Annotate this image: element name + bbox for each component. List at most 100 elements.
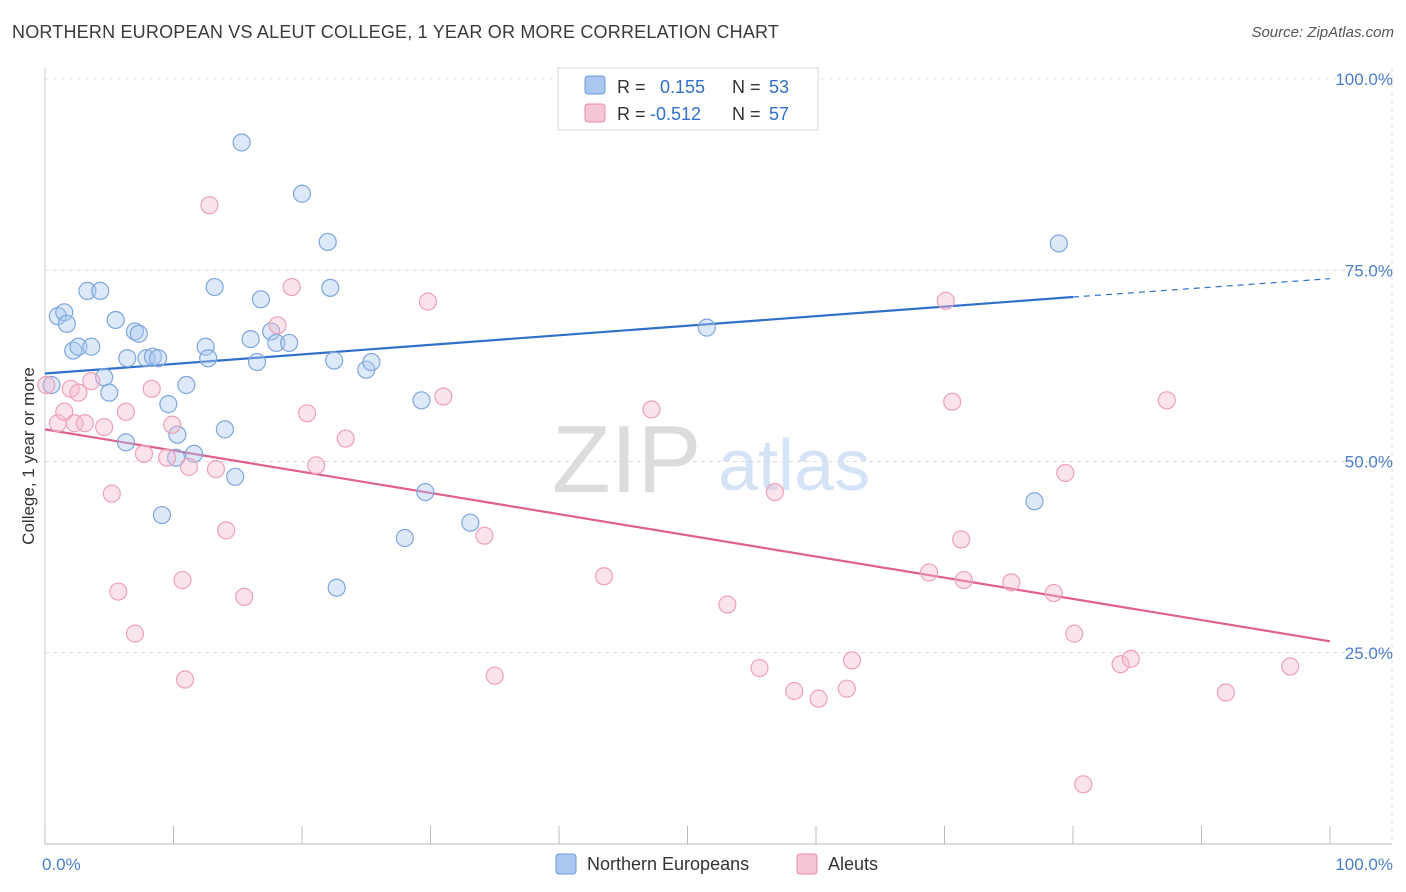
point-aleuts-22 <box>217 521 236 540</box>
series-legend-swatch-northern-europeans <box>555 853 577 875</box>
point-northern-europeans-7 <box>78 281 97 301</box>
point-northern-europeans-13 <box>118 349 137 368</box>
point-aleuts-52 <box>1111 655 1130 674</box>
point-aleuts-13 <box>134 444 154 463</box>
y-tick-label-50: 50.0% <box>1345 453 1393 472</box>
trend-line-aleuts <box>44 428 1331 643</box>
point-aleuts-32 <box>485 666 504 685</box>
point-aleuts-18 <box>175 670 195 689</box>
legend-r-label-2: R = <box>617 104 646 124</box>
point-northern-europeans-27 <box>205 277 224 297</box>
legend-r-value-2: -0.512 <box>650 104 701 124</box>
point-aleuts-51 <box>1074 775 1093 794</box>
point-aleuts-9 <box>102 484 121 503</box>
point-northern-europeans-41 <box>327 578 346 597</box>
point-aleuts-36 <box>750 658 769 678</box>
point-aleuts-41 <box>842 651 862 670</box>
point-northern-europeans-40 <box>325 351 344 370</box>
point-northern-europeans-33 <box>251 290 270 309</box>
watermark: ZIP atlas <box>552 406 870 513</box>
point-aleuts-10 <box>109 582 128 601</box>
y-tick-label-75: 75.0% <box>1345 261 1393 280</box>
point-northern-europeans-23 <box>177 375 196 395</box>
x-tick-label-100: 100.0% <box>1335 855 1393 874</box>
series-legend: Northern Europeans Aleuts <box>555 853 878 875</box>
point-northern-europeans-46 <box>416 483 435 502</box>
legend-n-value-1: 53 <box>769 77 789 97</box>
point-northern-europeans-35 <box>267 333 286 353</box>
point-aleuts-6 <box>75 414 94 433</box>
point-aleuts-40 <box>837 679 856 698</box>
point-northern-europeans-49 <box>697 318 716 337</box>
point-northern-europeans-51 <box>1025 492 1044 511</box>
point-northern-europeans-43 <box>362 352 381 372</box>
point-aleuts-15 <box>157 448 177 467</box>
point-northern-europeans-19 <box>152 505 172 525</box>
point-northern-europeans-29 <box>226 467 245 486</box>
point-aleuts-19 <box>179 457 199 476</box>
trend-line-extension-northern-europeans <box>1072 278 1331 298</box>
point-aleuts-27 <box>307 456 326 475</box>
series-legend-label-northern-europeans: Northern Europeans <box>587 854 749 874</box>
source-label: Source: ZipAtlas.com <box>1251 24 1394 41</box>
chart-title: NORTHERN EUROPEAN VS ALEUT COLLEGE, 1 YE… <box>12 22 780 42</box>
point-northern-europeans-11 <box>106 310 125 330</box>
point-aleuts-38 <box>785 681 804 701</box>
point-northern-europeans-45 <box>412 391 431 410</box>
point-aleuts-8 <box>95 417 114 437</box>
point-northern-europeans-2 <box>55 303 74 322</box>
legend-n-label-1: N = <box>732 77 761 97</box>
point-aleuts-31 <box>475 526 494 545</box>
legend-n-value-2: 57 <box>769 104 789 124</box>
point-northern-europeans-36 <box>280 333 299 353</box>
point-aleuts-28 <box>336 429 355 448</box>
point-northern-europeans-18 <box>148 349 168 368</box>
y-tick-labels: 25.0% 50.0% 75.0% 100.0% <box>1335 70 1393 663</box>
y-tick-label-100: 100.0% <box>1335 70 1393 89</box>
point-aleuts-5 <box>69 383 88 402</box>
point-northern-europeans-31 <box>241 330 260 349</box>
point-aleuts-21 <box>206 460 226 479</box>
point-northern-europeans-25 <box>196 337 215 356</box>
point-northern-europeans-47 <box>461 513 480 532</box>
point-aleuts-0 <box>37 375 56 395</box>
point-northern-europeans-38 <box>318 232 337 252</box>
point-aleuts-45 <box>952 530 971 549</box>
point-aleuts-20 <box>200 196 219 215</box>
legend-swatch-blue <box>584 75 606 95</box>
point-northern-europeans-21 <box>168 425 187 444</box>
point-northern-europeans-15 <box>129 324 148 343</box>
point-northern-europeans-39 <box>321 278 340 297</box>
point-northern-europeans-26 <box>199 349 218 368</box>
point-aleuts-46 <box>954 570 973 590</box>
point-aleuts-39 <box>809 689 828 708</box>
point-aleuts-54 <box>1157 391 1176 410</box>
series-legend-label-aleuts: Aleuts <box>828 854 878 874</box>
point-northern-europeans-32 <box>247 352 267 372</box>
point-aleuts-30 <box>434 387 453 406</box>
point-aleuts-53 <box>1121 649 1140 668</box>
point-northern-europeans-44 <box>395 528 414 548</box>
point-aleuts-23 <box>235 587 254 607</box>
point-aleuts-33 <box>594 567 614 586</box>
point-aleuts-34 <box>642 400 661 419</box>
point-aleuts-47 <box>1002 573 1021 592</box>
axes <box>44 68 1392 845</box>
point-northern-europeans-10 <box>100 383 119 402</box>
point-northern-europeans-3 <box>57 314 76 333</box>
watermark-atlas: atlas <box>718 426 870 506</box>
point-northern-europeans-12 <box>116 433 136 452</box>
gridlines <box>45 68 1393 844</box>
correlation-legend: R = 0.155 N = 53 R = -0.512 N = 57 <box>557 67 819 131</box>
point-northern-europeans-0 <box>42 375 61 395</box>
point-aleuts-12 <box>125 624 145 643</box>
point-aleuts-49 <box>1056 463 1075 483</box>
point-aleuts-44 <box>943 392 962 411</box>
point-aleuts-26 <box>298 404 317 423</box>
point-aleuts-14 <box>142 379 161 398</box>
series-legend-swatch-aleuts <box>796 853 818 875</box>
point-aleuts-43 <box>936 291 955 310</box>
point-northern-europeans-52 <box>1049 234 1068 253</box>
point-aleuts-37 <box>765 483 784 502</box>
